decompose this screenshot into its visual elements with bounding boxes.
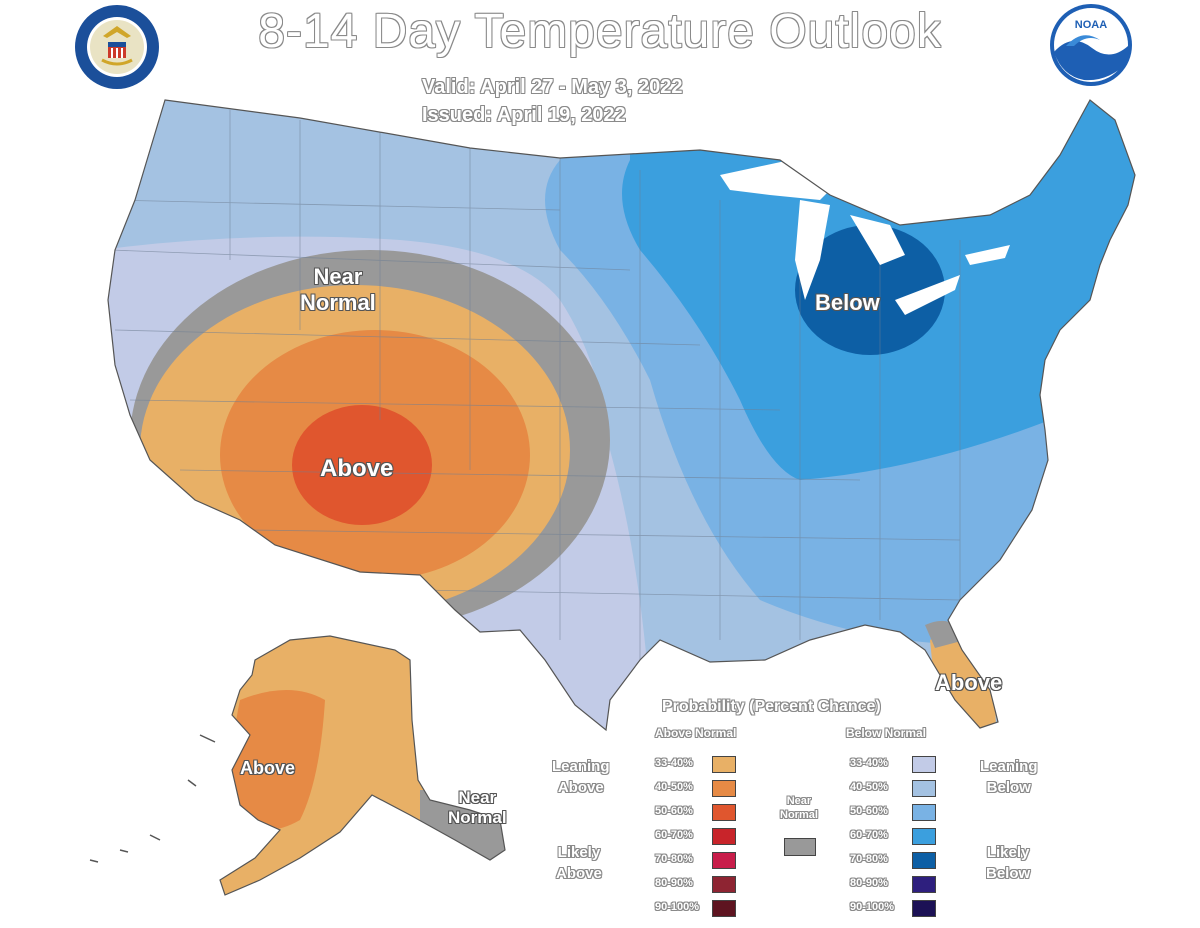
- legend-near-normal-swatch: [784, 838, 816, 856]
- above-legend-range-3: 60-70%: [655, 829, 693, 841]
- above-legend-range-2: 50-60%: [655, 805, 693, 817]
- above-legend-range-4: 70-80%: [655, 853, 693, 865]
- above-legend-range-1: 40-50%: [655, 781, 693, 793]
- below-legend-swatch-0: [912, 756, 936, 773]
- below-legend-range-1: 40-50%: [850, 781, 888, 793]
- below-legend-range-5: 80-90%: [850, 877, 888, 889]
- above-legend-swatch-5: [712, 876, 736, 893]
- below-legend-range-4: 70-80%: [850, 853, 888, 865]
- legend-near-normal-label: Near Normal: [780, 795, 818, 821]
- below-legend-swatch-5: [912, 876, 936, 893]
- label-below-great-lakes: Below: [815, 290, 880, 315]
- legend-leaning-below: Leaning Below: [980, 758, 1038, 796]
- below-legend-range-3: 60-70%: [850, 829, 888, 841]
- above-legend-swatch-2: [712, 804, 736, 821]
- above-legend-swatch-6: [712, 900, 736, 917]
- label-near-normal-alaska: Near Normal: [448, 788, 507, 827]
- legend-leaning-above: Leaning Above: [552, 758, 610, 796]
- above-legend-swatch-3: [712, 828, 736, 845]
- valid-dates: Valid: April 27 - May 3, 2022: [422, 76, 683, 98]
- above-legend-range-0: 33-40%: [655, 757, 693, 769]
- label-near-normal-west: Near Normal: [300, 264, 376, 315]
- label-above-southwest: Above: [320, 455, 394, 482]
- below-legend-range-2: 50-60%: [850, 805, 888, 817]
- below-legend-swatch-2: [912, 804, 936, 821]
- legend-title: Probability (Percent Chance): [662, 698, 881, 715]
- noaa-logo-icon: NOAA: [1050, 4, 1132, 86]
- aleutian-islands: [89, 734, 216, 863]
- legend-above-header: Above Normal: [655, 726, 737, 740]
- commerce-seal-icon: [75, 5, 159, 89]
- below-legend-swatch-3: [912, 828, 936, 845]
- map-title: 8-14 Day Temperature Outlook: [258, 5, 942, 58]
- issued-date: Issued: April 19, 2022: [422, 104, 626, 126]
- noaa-logo-text: NOAA: [1075, 19, 1107, 31]
- above-legend-range-6: 90-100%: [655, 901, 700, 913]
- below-legend-swatch-6: [912, 900, 936, 917]
- legend-likely-below: Likely Below: [986, 844, 1031, 882]
- label-above-alaska: Above: [240, 758, 296, 778]
- below-legend-swatch-4: [912, 852, 936, 869]
- legend-below-header: Below Normal: [846, 726, 927, 740]
- below-legend-swatch-1: [912, 780, 936, 797]
- below-legend-range-0: 33-40%: [850, 757, 888, 769]
- above-legend-swatch-1: [712, 780, 736, 797]
- above-legend-swatch-0: [712, 756, 736, 773]
- above-legend-swatch-4: [712, 852, 736, 869]
- legend-likely-above: Likely Above: [556, 844, 602, 882]
- above-legend-range-5: 80-90%: [655, 877, 693, 889]
- label-above-florida: Above: [935, 670, 1003, 695]
- below-legend-range-6: 90-100%: [850, 901, 895, 913]
